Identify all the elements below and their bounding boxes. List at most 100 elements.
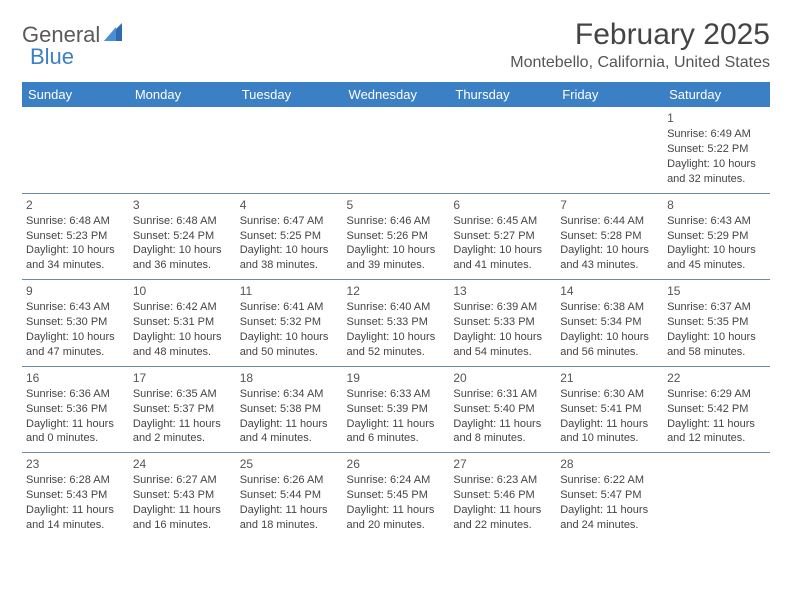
daylight-line: Daylight: 11 hours and 16 minutes. [133,503,232,533]
calendar-day-cell: 4Sunrise: 6:47 AMSunset: 5:25 PMDaylight… [236,193,343,280]
daylight-line: Daylight: 11 hours and 22 minutes. [453,503,552,533]
sunrise-line: Sunrise: 6:24 AM [347,473,446,488]
daylight-line: Daylight: 10 hours and 32 minutes. [667,157,766,187]
calendar-empty-cell [556,107,663,193]
calendar-week-row: 9Sunrise: 6:43 AMSunset: 5:30 PMDaylight… [22,280,770,367]
day-number: 23 [26,456,125,472]
sunset-line: Sunset: 5:43 PM [133,488,232,503]
sunrise-line: Sunrise: 6:43 AM [667,214,766,229]
sunset-line: Sunset: 5:24 PM [133,229,232,244]
sunrise-line: Sunrise: 6:26 AM [240,473,339,488]
sunset-line: Sunset: 5:31 PM [133,315,232,330]
calendar-table: SundayMondayTuesdayWednesdayThursdayFrid… [22,82,770,539]
calendar-empty-cell [449,107,556,193]
daylight-line: Daylight: 10 hours and 56 minutes. [560,330,659,360]
sunset-line: Sunset: 5:36 PM [26,402,125,417]
daylight-line: Daylight: 10 hours and 41 minutes. [453,243,552,273]
sunset-line: Sunset: 5:43 PM [26,488,125,503]
day-number: 14 [560,283,659,299]
day-number: 26 [347,456,446,472]
daylight-line: Daylight: 10 hours and 47 minutes. [26,330,125,360]
calendar-day-cell: 9Sunrise: 6:43 AMSunset: 5:30 PMDaylight… [22,280,129,367]
logo-sub: Blue [30,44,74,70]
daylight-line: Daylight: 11 hours and 4 minutes. [240,417,339,447]
calendar-empty-cell [129,107,236,193]
daylight-line: Daylight: 10 hours and 52 minutes. [347,330,446,360]
sunset-line: Sunset: 5:33 PM [453,315,552,330]
sunrise-line: Sunrise: 6:33 AM [347,387,446,402]
calendar-empty-cell [663,453,770,539]
sunset-line: Sunset: 5:22 PM [667,142,766,157]
calendar-day-cell: 28Sunrise: 6:22 AMSunset: 5:47 PMDayligh… [556,453,663,539]
calendar-day-cell: 13Sunrise: 6:39 AMSunset: 5:33 PMDayligh… [449,280,556,367]
day-number: 2 [26,197,125,213]
day-number: 7 [560,197,659,213]
sunrise-line: Sunrise: 6:28 AM [26,473,125,488]
sunrise-line: Sunrise: 6:42 AM [133,300,232,315]
sunrise-line: Sunrise: 6:31 AM [453,387,552,402]
sunset-line: Sunset: 5:33 PM [347,315,446,330]
calendar-day-cell: 6Sunrise: 6:45 AMSunset: 5:27 PMDaylight… [449,193,556,280]
sunrise-line: Sunrise: 6:35 AM [133,387,232,402]
calendar-day-cell: 1Sunrise: 6:49 AMSunset: 5:22 PMDaylight… [663,107,770,193]
sunrise-line: Sunrise: 6:34 AM [240,387,339,402]
calendar-empty-cell [236,107,343,193]
daylight-line: Daylight: 10 hours and 48 minutes. [133,330,232,360]
calendar-week-row: 1Sunrise: 6:49 AMSunset: 5:22 PMDaylight… [22,107,770,193]
calendar-day-cell: 7Sunrise: 6:44 AMSunset: 5:28 PMDaylight… [556,193,663,280]
sunrise-line: Sunrise: 6:44 AM [560,214,659,229]
sunset-line: Sunset: 5:26 PM [347,229,446,244]
calendar-day-cell: 24Sunrise: 6:27 AMSunset: 5:43 PMDayligh… [129,453,236,539]
day-number: 1 [667,110,766,126]
sunset-line: Sunset: 5:38 PM [240,402,339,417]
sunset-line: Sunset: 5:47 PM [560,488,659,503]
sunrise-line: Sunrise: 6:48 AM [133,214,232,229]
sunset-line: Sunset: 5:39 PM [347,402,446,417]
daylight-line: Daylight: 11 hours and 10 minutes. [560,417,659,447]
sunrise-line: Sunrise: 6:39 AM [453,300,552,315]
day-number: 28 [560,456,659,472]
sunset-line: Sunset: 5:42 PM [667,402,766,417]
sunrise-line: Sunrise: 6:45 AM [453,214,552,229]
calendar-week-row: 2Sunrise: 6:48 AMSunset: 5:23 PMDaylight… [22,193,770,280]
day-number: 9 [26,283,125,299]
weekday-header: Saturday [663,82,770,107]
sunrise-line: Sunrise: 6:36 AM [26,387,125,402]
daylight-line: Daylight: 11 hours and 24 minutes. [560,503,659,533]
day-number: 4 [240,197,339,213]
day-number: 19 [347,370,446,386]
daylight-line: Daylight: 11 hours and 8 minutes. [453,417,552,447]
daylight-line: Daylight: 11 hours and 20 minutes. [347,503,446,533]
sunset-line: Sunset: 5:37 PM [133,402,232,417]
day-number: 25 [240,456,339,472]
weekday-header: Tuesday [236,82,343,107]
sunrise-line: Sunrise: 6:47 AM [240,214,339,229]
calendar-day-cell: 10Sunrise: 6:42 AMSunset: 5:31 PMDayligh… [129,280,236,367]
day-number: 8 [667,197,766,213]
calendar-day-cell: 8Sunrise: 6:43 AMSunset: 5:29 PMDaylight… [663,193,770,280]
day-number: 16 [26,370,125,386]
day-number: 15 [667,283,766,299]
header: General February 2025 Montebello, Califo… [22,18,770,72]
daylight-line: Daylight: 10 hours and 39 minutes. [347,243,446,273]
sunrise-line: Sunrise: 6:41 AM [240,300,339,315]
day-number: 17 [133,370,232,386]
sunrise-line: Sunrise: 6:27 AM [133,473,232,488]
daylight-line: Daylight: 10 hours and 58 minutes. [667,330,766,360]
day-number: 20 [453,370,552,386]
calendar-day-cell: 20Sunrise: 6:31 AMSunset: 5:40 PMDayligh… [449,366,556,453]
weekday-header-row: SundayMondayTuesdayWednesdayThursdayFrid… [22,82,770,107]
calendar-day-cell: 22Sunrise: 6:29 AMSunset: 5:42 PMDayligh… [663,366,770,453]
calendar-empty-cell [343,107,450,193]
day-number: 5 [347,197,446,213]
calendar-day-cell: 16Sunrise: 6:36 AMSunset: 5:36 PMDayligh… [22,366,129,453]
sunrise-line: Sunrise: 6:38 AM [560,300,659,315]
sunset-line: Sunset: 5:35 PM [667,315,766,330]
calendar-day-cell: 26Sunrise: 6:24 AMSunset: 5:45 PMDayligh… [343,453,450,539]
calendar-day-cell: 11Sunrise: 6:41 AMSunset: 5:32 PMDayligh… [236,280,343,367]
sunset-line: Sunset: 5:25 PM [240,229,339,244]
weekday-header: Wednesday [343,82,450,107]
daylight-line: Daylight: 10 hours and 34 minutes. [26,243,125,273]
sunset-line: Sunset: 5:41 PM [560,402,659,417]
day-number: 21 [560,370,659,386]
